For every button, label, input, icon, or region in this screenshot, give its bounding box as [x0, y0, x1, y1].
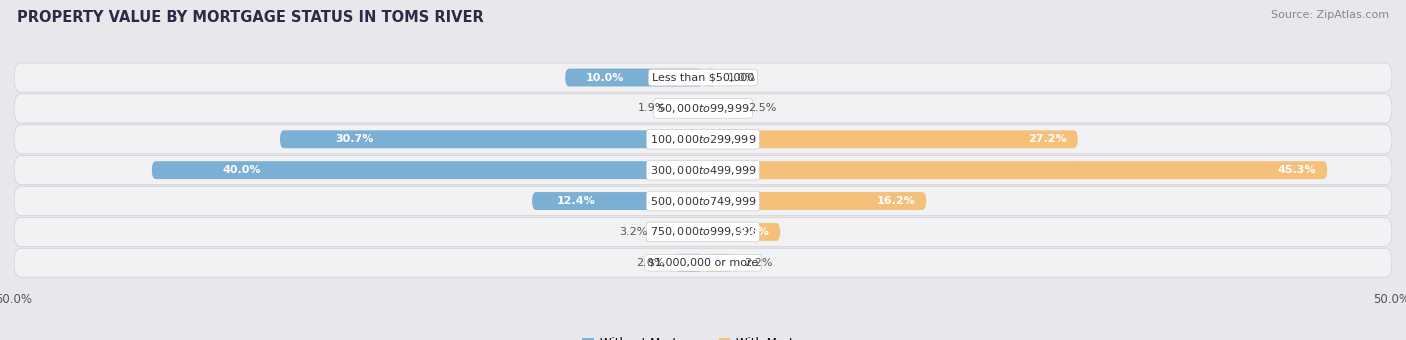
FancyBboxPatch shape	[14, 217, 1392, 246]
Text: 10.0%: 10.0%	[586, 72, 624, 83]
Text: 1.0%: 1.0%	[728, 72, 756, 83]
FancyBboxPatch shape	[14, 94, 1392, 123]
FancyBboxPatch shape	[703, 100, 738, 117]
Text: 16.2%: 16.2%	[876, 196, 915, 206]
FancyBboxPatch shape	[531, 192, 703, 210]
FancyBboxPatch shape	[703, 130, 1078, 148]
Text: 2.5%: 2.5%	[748, 103, 778, 114]
Text: Less than $50,000: Less than $50,000	[652, 72, 754, 83]
Text: $750,000 to $999,999: $750,000 to $999,999	[650, 225, 756, 238]
FancyBboxPatch shape	[565, 69, 703, 86]
Text: 27.2%: 27.2%	[1028, 134, 1067, 144]
Text: $100,000 to $299,999: $100,000 to $299,999	[650, 133, 756, 146]
FancyBboxPatch shape	[703, 192, 927, 210]
FancyBboxPatch shape	[703, 161, 1327, 179]
Text: $50,000 to $99,999: $50,000 to $99,999	[657, 102, 749, 115]
FancyBboxPatch shape	[703, 69, 717, 86]
Text: 3.2%: 3.2%	[620, 227, 648, 237]
Text: $300,000 to $499,999: $300,000 to $499,999	[650, 164, 756, 177]
Text: 2.0%: 2.0%	[636, 258, 665, 268]
FancyBboxPatch shape	[703, 223, 780, 241]
FancyBboxPatch shape	[280, 130, 703, 148]
FancyBboxPatch shape	[14, 125, 1392, 154]
Text: 40.0%: 40.0%	[222, 165, 260, 175]
Text: PROPERTY VALUE BY MORTGAGE STATUS IN TOMS RIVER: PROPERTY VALUE BY MORTGAGE STATUS IN TOM…	[17, 10, 484, 25]
FancyBboxPatch shape	[14, 187, 1392, 216]
Text: 5.6%: 5.6%	[738, 227, 769, 237]
FancyBboxPatch shape	[675, 254, 703, 272]
Text: $500,000 to $749,999: $500,000 to $749,999	[650, 194, 756, 207]
FancyBboxPatch shape	[703, 254, 734, 272]
FancyBboxPatch shape	[14, 248, 1392, 277]
Text: $1,000,000 or more: $1,000,000 or more	[648, 258, 758, 268]
FancyBboxPatch shape	[152, 161, 703, 179]
Legend: Without Mortgage, With Mortgage: Without Mortgage, With Mortgage	[578, 332, 828, 340]
Text: Source: ZipAtlas.com: Source: ZipAtlas.com	[1271, 10, 1389, 20]
Text: 30.7%: 30.7%	[335, 134, 373, 144]
Text: 1.9%: 1.9%	[637, 103, 666, 114]
FancyBboxPatch shape	[659, 223, 703, 241]
FancyBboxPatch shape	[14, 156, 1392, 185]
Text: 2.2%: 2.2%	[744, 258, 773, 268]
Text: 12.4%: 12.4%	[557, 196, 596, 206]
FancyBboxPatch shape	[676, 100, 703, 117]
Text: 45.3%: 45.3%	[1278, 165, 1316, 175]
FancyBboxPatch shape	[14, 63, 1392, 92]
